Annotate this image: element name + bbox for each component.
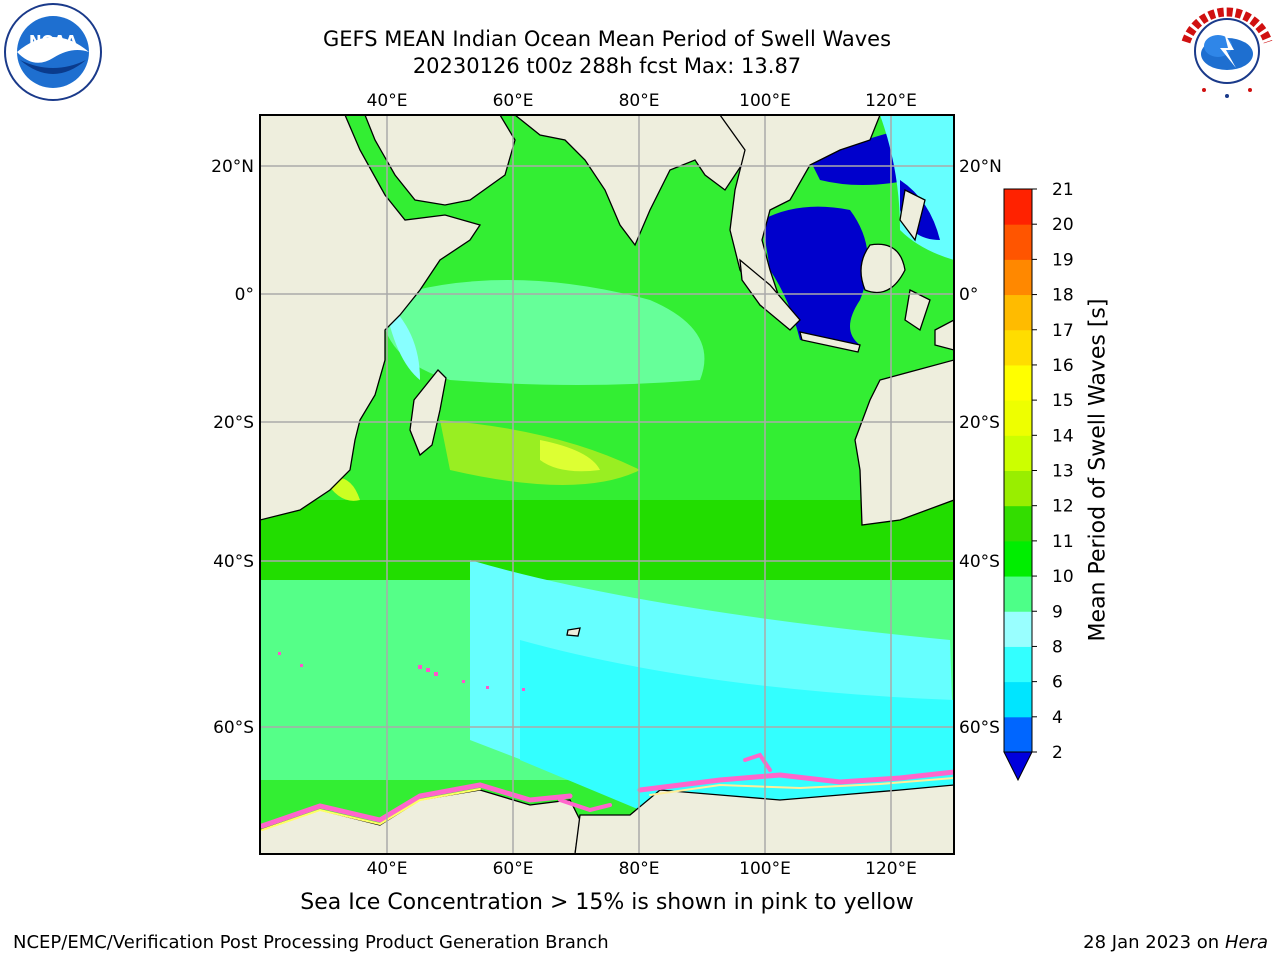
india-landmass [513, 115, 761, 247]
southeast-asia-landmass [719, 115, 881, 306]
colorbar-segment [1004, 329, 1032, 366]
short-period-region-2 [520, 640, 954, 810]
lon-label: 80°E [619, 91, 660, 111]
lon-label: 80°E [619, 859, 660, 879]
lon-label: 60°E [493, 859, 534, 879]
colorbar-segment [1004, 505, 1032, 542]
colorbar-tick-label: 20 [1052, 215, 1074, 235]
java-landmass [799, 331, 861, 353]
colorbar-tick-label: 15 [1052, 391, 1074, 411]
sulawesi-landmass [904, 289, 931, 332]
colorbar-segment [1004, 435, 1032, 471]
lon-label: 40°E [367, 859, 408, 879]
footer-host: Hera [1224, 932, 1268, 953]
madagascar-landmass [409, 369, 447, 457]
africa-landmass [260, 115, 482, 521]
colorbar-segment [1004, 716, 1032, 753]
colorbar-segment [1004, 400, 1032, 436]
nws-logo [1181, 5, 1273, 98]
lon-label: 120°E [865, 859, 917, 879]
lon-label: 100°E [739, 859, 791, 879]
colorbar-segment [1004, 189, 1032, 225]
lon-label: 40°E [367, 91, 408, 111]
lon-labels-top: 40°E 60°E 80°E 100°E 120°E [367, 91, 917, 111]
colorbar-label: Mean Period of Swell Waves [s] [1085, 298, 1111, 642]
philippines-landmass [899, 189, 926, 242]
arabia-landmass [364, 115, 516, 206]
land-masses [260, 115, 954, 854]
lat-label: 60°S [213, 718, 254, 738]
colorbar-segment [1004, 224, 1032, 260]
pacific-edge [880, 115, 954, 260]
footer-date-text: 28 Jan 2023 on [1083, 932, 1225, 953]
lat-label: 40°S [213, 552, 254, 572]
colorbar-tick-label: 4 [1052, 708, 1063, 728]
sea-ice-note: Sea Ice Concentration > 15% is shown in … [300, 890, 914, 915]
colorbar-tick-label: 11 [1052, 532, 1074, 552]
sea-ice-edge [260, 752, 954, 831]
australia-landmass [854, 359, 954, 526]
lat-label: 20°S [959, 413, 1000, 433]
northern-low-period [810, 130, 910, 185]
lat-label: 20°N [959, 157, 1002, 177]
map-title: GEFS MEAN Indian Ocean Mean Period of Sw… [322, 27, 892, 51]
colorbar-tick-label: 6 [1052, 673, 1063, 693]
noaa-logo-text: NOAA [29, 32, 78, 50]
south-china-sea-low-period [762, 206, 868, 345]
map-subtitle: 20230126 t00z 288h fcst Max: 13.87 [412, 54, 802, 78]
colorbar-segment [1004, 259, 1032, 296]
colorbar-segment [1004, 294, 1032, 331]
colorbar-tick-label: 19 [1052, 250, 1074, 270]
colorbar-segment [1004, 470, 1032, 507]
colorbar-segment [1004, 611, 1032, 647]
colorbar-tick-label: 21 [1052, 180, 1074, 200]
colorbar-tick-label: 12 [1052, 497, 1074, 517]
lon-label: 60°E [493, 91, 534, 111]
colorbar: 2 4 6 8 9 10 11 12 13 14 15 16 17 18 19 20 21 [1003, 180, 1074, 782]
westerly-swell-band [260, 500, 954, 580]
lat-label: 60°S [959, 718, 1000, 738]
map-plot-area [260, 115, 954, 854]
lat-label: 0° [235, 285, 254, 305]
map-gridlines [260, 115, 954, 854]
lat-label: 0° [959, 285, 978, 305]
colorbar-segment [1004, 540, 1032, 577]
lat-label: 40°S [959, 552, 1000, 572]
lat-label: 20°N [211, 157, 254, 177]
lon-label: 120°E [865, 91, 917, 111]
borneo-landmass [860, 243, 906, 294]
footer-credit: NCEP/EMC/Verification Post Processing Pr… [13, 932, 609, 953]
colorbar-tick-label: 16 [1052, 356, 1074, 376]
colorbar-tick-label: 8 [1052, 637, 1063, 657]
colorbar-tick-label: 10 [1052, 567, 1074, 587]
noaa-logo: NOAA [4, 3, 102, 101]
colorbar-extend-arrow [1003, 751, 1033, 782]
colorbar-tick-label: 13 [1052, 462, 1074, 482]
colorbar-segment [1004, 364, 1032, 401]
colorbar-tick-label: 2 [1052, 743, 1063, 763]
lat-label: 20°S [213, 413, 254, 433]
central-basin [380, 280, 705, 385]
colorbar-segment [1004, 681, 1032, 718]
max-period-patch [540, 440, 600, 472]
colorbar-tick-label: 17 [1052, 321, 1074, 341]
sumatra-landmass [739, 258, 801, 331]
lat-labels-right: 20°N 0° 20°S 40°S 60°S [959, 157, 1002, 738]
colorbar-tick-label: 18 [1052, 286, 1074, 306]
footer-date: 28 Jan 2023 on Hera [1083, 932, 1268, 953]
sea-ice-speckles [278, 652, 525, 691]
colorbar-tick-label: 14 [1052, 426, 1074, 446]
lon-label: 100°E [739, 91, 791, 111]
colorbar-tick-label: 9 [1052, 602, 1063, 622]
colorbar-segment [1004, 646, 1032, 683]
colorbar-segment [1004, 576, 1032, 612]
new-guinea-landmass [934, 319, 954, 351]
map-frame [259, 114, 955, 855]
lon-labels-bottom: 40°E 60°E 80°E 100°E 120°E [367, 859, 917, 879]
kerguelen-island [566, 627, 581, 637]
lat-labels-left: 20°N 0° 20°S 40°S 60°S [211, 157, 254, 738]
